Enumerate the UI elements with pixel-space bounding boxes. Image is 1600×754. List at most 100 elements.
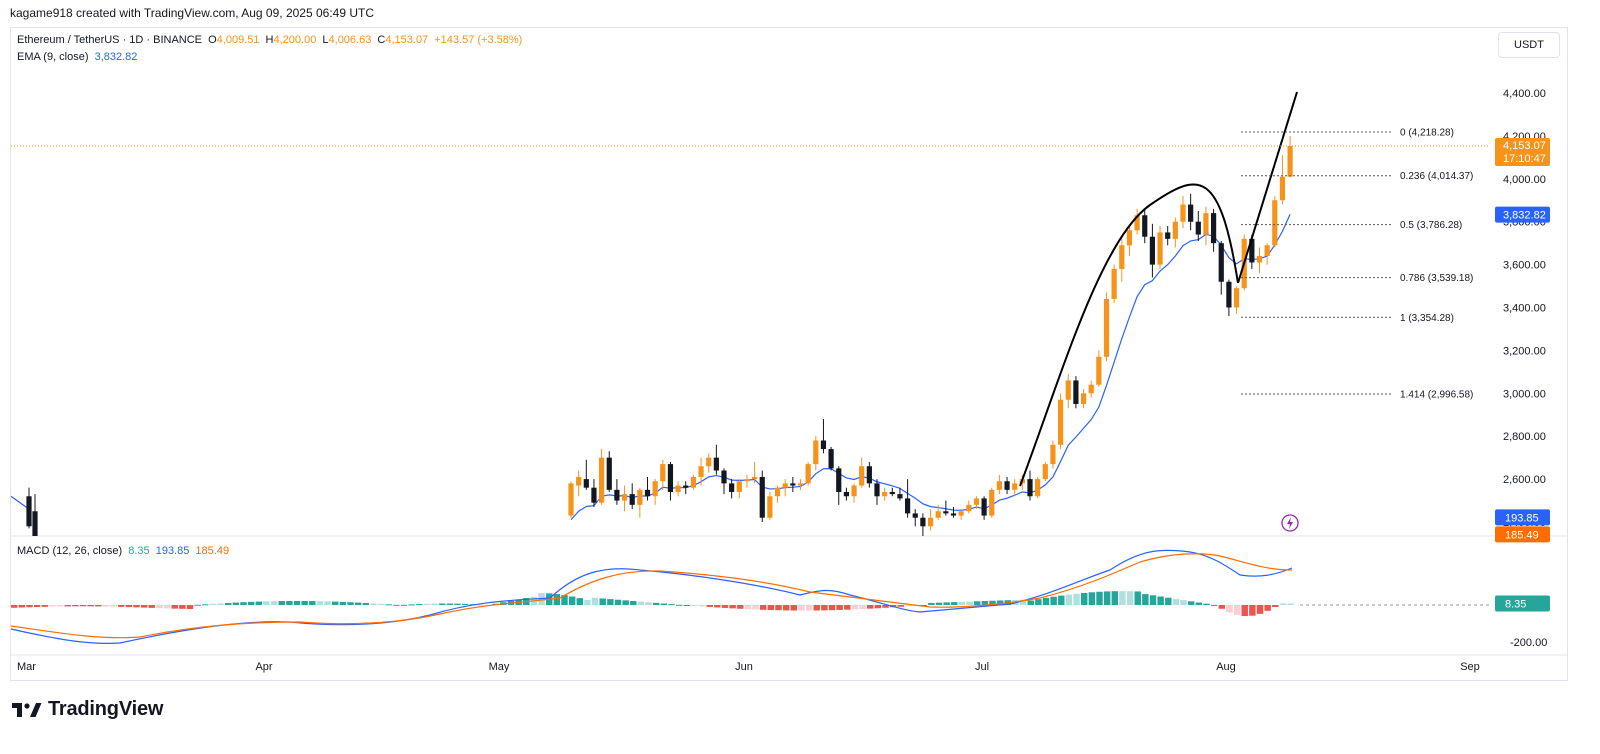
macd-histogram-bar: [775, 605, 782, 611]
high-label: H: [265, 34, 274, 46]
macd-histogram-bar: [477, 604, 484, 606]
macd-histogram-bar: [79, 605, 87, 607]
candle-up: [813, 440, 819, 465]
macd-histogram-bar: [110, 605, 117, 607]
macd-histogram-bar: [935, 602, 943, 605]
macd-histogram-bar: [966, 601, 973, 605]
macd-histogram-bar: [630, 600, 637, 605]
macd-histogram-bar: [553, 594, 561, 605]
macd-histogram-bar: [247, 601, 255, 605]
candle-down: [729, 483, 735, 492]
macd-histogram-bar: [782, 605, 790, 611]
fib-level-label: 0.786 (3,539.18): [1400, 273, 1473, 284]
ema-line-fragment: [11, 495, 30, 510]
macd-histogram-bar: [1019, 599, 1027, 605]
macd-histogram-bar: [439, 603, 446, 605]
alert-icon-circle: [1281, 514, 1299, 532]
macd-histogram-bar: [393, 604, 400, 606]
macd-histogram-bar: [148, 605, 156, 608]
macd-histogram-bar: [64, 605, 71, 607]
macd-histogram-bar: [1065, 594, 1073, 605]
macd-histogram-bar: [798, 605, 805, 611]
price-axis-tick-label: 4,000.00: [1503, 174, 1546, 186]
candle-down: [32, 511, 38, 536]
time-axis-month-label: Apr: [255, 661, 272, 673]
currency-unit-button[interactable]: USDT: [1498, 32, 1560, 58]
candle-up: [599, 457, 605, 503]
macd-histogram-bar: [1249, 605, 1256, 616]
macd-histogram-bar: [1119, 591, 1126, 605]
ema-value: 3,832.82: [94, 51, 138, 63]
candle-up: [782, 483, 788, 488]
macd-histogram-bar: [675, 604, 683, 606]
macd-histogram-bar: [958, 601, 966, 605]
macd-histogram-bar: [1042, 597, 1050, 605]
candle-down: [1195, 221, 1201, 235]
macd-pane: [10, 549, 1490, 645]
candle-up: [1035, 479, 1041, 497]
candle-down: [874, 483, 880, 497]
macd-histogram-bar: [1233, 605, 1241, 615]
macd-histogram-bar: [1226, 605, 1233, 613]
candle-up: [621, 494, 628, 501]
macd-histogram-bar: [423, 603, 431, 605]
candle-up: [1103, 298, 1110, 357]
macd-histogram-bar: [370, 603, 377, 605]
macd-line: [10, 549, 1293, 645]
macd-histogram-bar: [125, 605, 133, 608]
tradingview-brand[interactable]: TradingView: [12, 698, 163, 721]
macd-histogram-bar: [637, 601, 645, 605]
macd-line-tag: [1495, 509, 1550, 526]
macd-histogram-bar: [49, 605, 56, 607]
candle-up: [1264, 245, 1270, 257]
macd-histogram-bar: [951, 602, 958, 605]
macd-histogram-bar: [1088, 592, 1096, 605]
candle-up: [675, 485, 681, 492]
macd-histogram-bar: [1195, 602, 1203, 605]
candle-down: [889, 491, 895, 495]
macd-histogram-bar: [683, 605, 691, 606]
candle-up: [1012, 483, 1018, 490]
macd-histogram-bar: [1256, 605, 1264, 614]
price-axis-tick-label: 3,400.00: [1503, 303, 1546, 315]
macd-histogram-bar: [996, 600, 1004, 605]
macd-histogram-bar: [561, 595, 568, 605]
macd-histogram-bar: [209, 603, 217, 605]
candle-down: [629, 494, 635, 505]
macd-histogram-bar: [72, 605, 79, 607]
time-axis-month-label: May: [489, 661, 510, 673]
macd-signal-line: [10, 553, 1293, 639]
macd-histogram-bar: [905, 605, 912, 607]
symbol-title[interactable]: Ethereum / TetherUS · 1D · BINANCE: [17, 34, 203, 46]
macd-histogram-bar: [240, 602, 247, 605]
candle-up: [744, 479, 750, 482]
candle-up: [1203, 213, 1209, 235]
macd-histogram-bar: [691, 605, 698, 606]
brand-name: TradingView: [48, 698, 164, 720]
candle-down: [912, 513, 918, 518]
ema-label[interactable]: EMA (9, close): [17, 51, 89, 63]
macd-histogram-bar: [1111, 591, 1119, 605]
candle-up: [690, 476, 696, 488]
macd-label[interactable]: MACD (12, 26, close): [17, 545, 123, 557]
macd-histogram-bar: [194, 604, 201, 606]
macd-histogram-bar: [354, 602, 362, 605]
candle-down: [820, 440, 827, 450]
candle-up: [767, 496, 773, 518]
macd-histogram-bar: [332, 601, 339, 605]
change-value: +143.57 (+3.58%): [434, 34, 523, 46]
candle-down: [644, 489, 651, 497]
candle-up: [851, 485, 857, 497]
macd-histogram-bar: [156, 605, 163, 609]
ema-line: [570, 213, 1291, 521]
macd-histogram-bar: [26, 605, 33, 608]
open-label: O: [208, 34, 217, 46]
macd-histogram-bar: [943, 602, 950, 605]
macd-histogram-bar: [721, 605, 729, 608]
candle-up: [1080, 393, 1087, 405]
macd-hist-value: 8.35: [128, 545, 150, 557]
macd-histogram-bar: [790, 605, 798, 611]
macd-histogram-bar: [217, 603, 224, 605]
macd-histogram-bar: [614, 599, 622, 605]
